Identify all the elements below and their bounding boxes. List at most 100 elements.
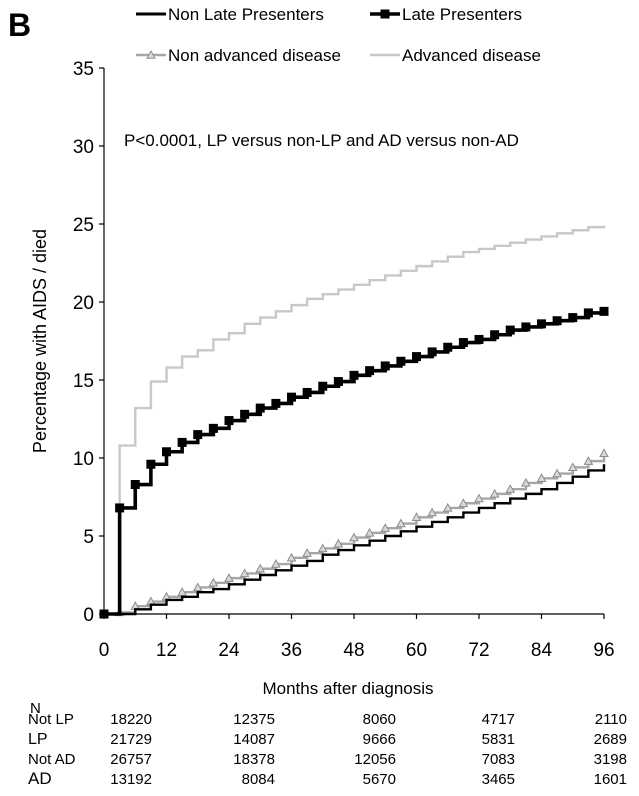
data-point: [99, 609, 109, 619]
step-line: [104, 225, 606, 616]
legend-label: Non Late Presenters: [168, 5, 324, 24]
data-point: [286, 552, 297, 562]
data-point: [536, 473, 547, 482]
data-point: [427, 347, 437, 357]
data-point: [271, 398, 281, 408]
data-point: [537, 319, 546, 329]
risk-cell: 5831: [482, 731, 515, 748]
risk-cell: 21729: [110, 731, 152, 748]
data-point: [146, 459, 156, 469]
risk-cell: 3198: [594, 751, 627, 768]
series-advanced-disease: [104, 225, 606, 616]
data-point: [380, 523, 391, 532]
series-non-late-presenters: [104, 464, 606, 616]
y-axis-label: Percentage with AIDS / died: [30, 229, 50, 453]
legend-label: Non advanced disease: [168, 46, 341, 65]
data-point: [443, 342, 453, 352]
data-point: [318, 381, 328, 391]
data-point: [255, 403, 265, 413]
data-point: [505, 325, 515, 335]
risk-table-row: Not AD 26757 18378 12056 7083 3198: [28, 751, 627, 768]
legend-item: Non Late Presenters: [136, 5, 324, 24]
risk-cell: 9666: [363, 731, 396, 748]
data-point: [287, 392, 296, 402]
risk-table-row: AD 13192 8084 5670 3465 1601: [28, 769, 627, 788]
y-tick-label: 15: [73, 371, 94, 392]
p-value-annotation: P<0.0001, LP versus non-LP and AD versus…: [124, 131, 519, 150]
risk-cell: 12375: [233, 711, 275, 728]
data-point: [177, 587, 187, 596]
risk-row-label: LP: [28, 731, 48, 748]
data-point: [521, 477, 531, 487]
data-point: [317, 543, 328, 553]
data-point: [489, 488, 500, 498]
x-tick-label: 60: [406, 640, 427, 661]
data-point: [333, 538, 344, 548]
data-point: [224, 573, 234, 582]
panel-label: B: [8, 7, 31, 43]
data-point: [239, 568, 250, 578]
data-point: [302, 548, 312, 557]
data-point: [505, 484, 516, 493]
risk-row-label: AD: [28, 769, 52, 788]
series-late-presenters: [99, 306, 609, 619]
y-tick-label: 20: [73, 293, 94, 314]
risk-cell: 3465: [482, 771, 515, 788]
data-point: [192, 582, 203, 592]
data-point: [599, 306, 609, 316]
legend-item: Late Presenters: [370, 5, 522, 24]
risk-cell: 12056: [354, 751, 396, 768]
y-tick-label: 10: [73, 449, 94, 470]
data-point: [442, 502, 453, 512]
data-point: [458, 498, 469, 507]
risk-cell: 8084: [242, 771, 275, 788]
x-tick-label: 24: [218, 640, 240, 661]
legend-marker: [380, 9, 390, 19]
data-point: [130, 480, 140, 490]
data-point: [364, 527, 375, 537]
risk-cell: 2110: [595, 711, 627, 728]
risk-cell: 7083: [482, 751, 515, 768]
risk-table-header: N: [30, 700, 41, 717]
data-point: [552, 468, 562, 478]
x-tick-label: 48: [343, 640, 364, 661]
data-point: [349, 532, 359, 542]
data-point: [427, 507, 437, 517]
legend-label: Advanced disease: [402, 46, 541, 65]
data-point: [302, 387, 312, 397]
risk-cell: 4717: [482, 711, 515, 728]
data-point: [162, 447, 171, 457]
x-tick-label: 96: [593, 640, 614, 661]
data-point: [380, 361, 390, 371]
data-point: [583, 308, 593, 318]
x-tick-label: 84: [531, 640, 553, 661]
data-point: [411, 512, 422, 521]
data-point: [474, 493, 484, 503]
data-point: [599, 448, 609, 458]
data-point: [396, 518, 406, 528]
data-point: [271, 559, 281, 568]
legend-item: Advanced disease: [370, 46, 541, 65]
risk-row-label: Not AD: [28, 751, 76, 768]
data-point: [177, 437, 187, 447]
data-point: [474, 334, 484, 344]
data-point: [193, 430, 203, 440]
step-line: [104, 464, 606, 616]
risk-cell: 14087: [233, 731, 275, 748]
x-tick-label: 0: [99, 640, 110, 661]
risk-cell: 8060: [363, 711, 396, 728]
risk-cell: 26757: [110, 751, 152, 768]
risk-cell: 18378: [233, 751, 275, 768]
data-point: [412, 352, 421, 362]
risk-table-row: LP 21729 14087 9666 5831 2689: [28, 731, 627, 748]
x-tick-label: 12: [156, 640, 177, 661]
data-point: [333, 377, 343, 387]
axes: 0 5 10 15 20 25 30 35 0 12 24 36 48 60 72 84 96: [73, 59, 615, 661]
data-point: [567, 462, 578, 472]
risk-table-row: Not LP 18220 12375 8060 4717 2110: [28, 711, 627, 728]
data-point: [583, 456, 594, 465]
y-tick-label: 0: [83, 605, 94, 626]
data-point: [208, 423, 218, 433]
